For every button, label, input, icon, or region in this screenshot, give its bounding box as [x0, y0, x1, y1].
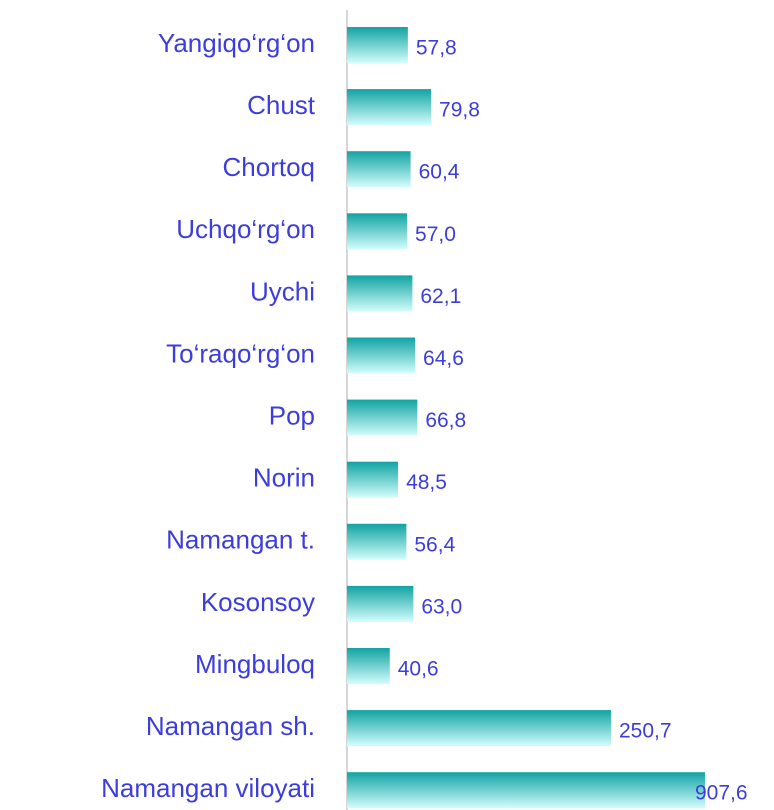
value-label: 57,8	[416, 37, 457, 60]
category-label: Yangiqo‘rg‘on	[158, 28, 315, 58]
category-label: Namangan sh.	[146, 711, 315, 741]
category-label: To‘raqo‘rg‘on	[166, 338, 315, 368]
bar	[347, 461, 399, 498]
category-label: Chortoq	[223, 152, 316, 182]
category-label: Mingbuloq	[195, 649, 315, 679]
bar	[347, 337, 416, 374]
bar	[347, 523, 407, 560]
bar	[347, 772, 705, 809]
value-label: 79,8	[439, 99, 480, 122]
bar	[347, 275, 413, 312]
bar	[347, 399, 418, 436]
value-label: 60,4	[419, 161, 460, 184]
value-label: 56,4	[414, 533, 455, 556]
value-label: 250,7	[619, 720, 672, 743]
category-label: Uychi	[250, 276, 315, 306]
bar	[347, 27, 408, 63]
bar	[347, 89, 432, 126]
category-label: Chust	[247, 90, 316, 120]
bar	[347, 213, 408, 250]
bar	[347, 585, 414, 622]
category-label: Kosonsoy	[201, 587, 315, 617]
bar	[347, 151, 411, 188]
value-label: 40,6	[398, 658, 439, 681]
value-label: 48,5	[406, 471, 447, 494]
category-label: Norin	[253, 463, 315, 493]
bar	[347, 710, 611, 747]
bar	[347, 648, 390, 684]
category-label: Uchqo‘rg‘on	[176, 214, 315, 244]
category-label: Namangan viloyati	[101, 773, 315, 803]
value-label: 62,1	[420, 285, 461, 308]
category-label: Pop	[269, 400, 315, 430]
value-label: 63,0	[421, 595, 462, 618]
category-label: Namangan t.	[166, 525, 315, 555]
value-label: 907,6	[695, 782, 748, 805]
value-label: 57,0	[415, 223, 456, 246]
value-label: 64,6	[423, 347, 464, 370]
value-label: 66,8	[425, 409, 466, 432]
